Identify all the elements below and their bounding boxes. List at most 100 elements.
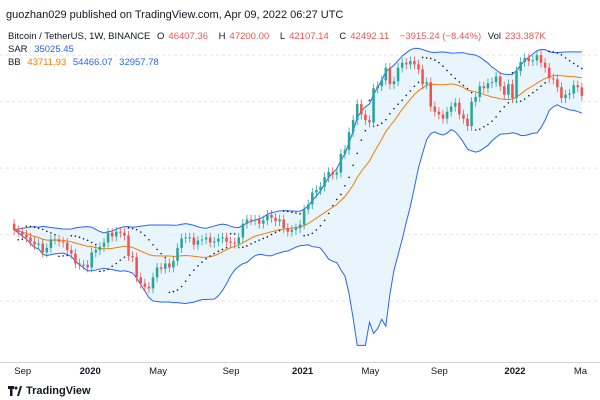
- candle-body: [233, 242, 236, 244]
- sar-dot: [454, 77, 457, 80]
- sar-dot: [62, 255, 64, 257]
- candle-body: [425, 82, 428, 85]
- sar-dot: [499, 110, 501, 113]
- sar-dot: [82, 238, 85, 240]
- candle-body: [127, 235, 130, 256]
- candle-body: [200, 239, 204, 241]
- sar-dot: [46, 230, 48, 233]
- sar-dot: [556, 52, 559, 54]
- close-value: 42492.11: [350, 31, 390, 42]
- sar-dot: [434, 59, 436, 61]
- bb-basis-value: 43711.93: [27, 57, 67, 68]
- sar-dot: [421, 56, 424, 59]
- x-tick-label: Sep: [430, 366, 448, 377]
- candle-body: [335, 172, 339, 175]
- candle-body: [507, 84, 510, 95]
- x-tick-label: May: [149, 366, 168, 377]
- sar-dot: [164, 256, 167, 259]
- candle-body: [355, 104, 359, 121]
- candle-body: [376, 86, 379, 89]
- sar-dot: [576, 65, 579, 67]
- legend-sar-row: SAR 35025.45: [8, 43, 554, 56]
- sar-dot: [274, 231, 277, 234]
- price-chart[interactable]: [0, 28, 600, 358]
- candle-body: [552, 78, 555, 80]
- sar-dot: [532, 91, 534, 94]
- tradingview-footer[interactable]: TradingView: [8, 385, 91, 397]
- sar-dot: [483, 125, 485, 128]
- bb-label: BB: [8, 57, 21, 68]
- candle-body: [257, 219, 261, 224]
- sar-dot: [450, 73, 452, 76]
- sar-dot: [152, 243, 154, 246]
- sar-dot: [217, 250, 220, 253]
- sar-dot: [135, 228, 138, 231]
- sar-dot: [413, 85, 416, 88]
- candle-body: [556, 79, 559, 88]
- candle-body: [21, 231, 24, 235]
- legend-bb-row: BB 43711.93 54466.07 32957.78: [8, 56, 554, 69]
- candle-body: [163, 263, 167, 269]
- sar-dot: [380, 122, 383, 124]
- candle-body: [147, 286, 151, 289]
- candle-body: [511, 84, 514, 99]
- sar-value: 35025.45: [34, 44, 74, 55]
- sar-dot: [115, 262, 118, 265]
- candle-body: [462, 114, 465, 119]
- candle-body: [503, 86, 506, 95]
- sar-dot: [560, 54, 563, 56]
- candle-body: [29, 237, 32, 242]
- sar-dot: [156, 248, 158, 251]
- sar-dot: [144, 234, 146, 237]
- sar-dot: [466, 87, 469, 90]
- sar-dot: [86, 239, 89, 242]
- candle-body: [262, 220, 265, 224]
- sar-dot: [50, 232, 52, 234]
- candle-body: [159, 267, 163, 269]
- sar-dot: [303, 234, 305, 237]
- candle-body: [543, 62, 547, 68]
- sar-dot: [148, 238, 150, 241]
- sar-dot: [581, 67, 583, 70]
- candle-body: [404, 62, 408, 65]
- bb-basis-line: [14, 74, 582, 258]
- x-tick-label: 2021: [292, 366, 314, 377]
- candle-body: [229, 241, 232, 243]
- sar-dot: [376, 124, 379, 127]
- candle-body: [433, 106, 437, 112]
- candle-body: [86, 264, 89, 268]
- candle-body: [351, 120, 355, 133]
- sar-dot: [176, 289, 179, 291]
- candle-body: [274, 217, 277, 222]
- candle-body: [266, 214, 269, 221]
- sar-dot: [568, 59, 571, 62]
- sar-dot: [119, 259, 122, 261]
- candle-body: [16, 229, 20, 232]
- sar-dot: [487, 123, 489, 126]
- legend-symbol-row: Bitcoin / TetherUS, 1W, BINANCE O 46407.3…: [8, 30, 554, 43]
- bb-lower-value: 32957.78: [119, 57, 159, 68]
- candle-body: [364, 114, 367, 121]
- candle-body: [135, 257, 138, 278]
- bb-upper-value: 54466.07: [72, 57, 113, 68]
- candle-body: [176, 247, 179, 261]
- candle-body: [192, 237, 196, 245]
- candle-body: [282, 219, 285, 229]
- sar-dot: [209, 255, 211, 257]
- candle-body: [564, 94, 567, 99]
- sar-dot: [548, 50, 550, 53]
- candle-body: [213, 241, 216, 243]
- candle-body: [396, 67, 400, 82]
- sar-dot: [299, 213, 301, 215]
- time-axis[interactable]: Sep 2020 May Sep 2021 May Sep 2022 Ma: [0, 362, 600, 379]
- sar-dot: [213, 252, 216, 255]
- candle-body: [498, 76, 502, 87]
- candle-body: [139, 277, 143, 284]
- sar-dot: [29, 225, 32, 228]
- sar-dot: [258, 239, 260, 241]
- candle-body: [204, 237, 208, 240]
- volume-value: 233.387K: [505, 31, 546, 42]
- bollinger-bands: [13, 47, 583, 346]
- candle-body: [245, 219, 249, 224]
- candle-body: [339, 153, 343, 173]
